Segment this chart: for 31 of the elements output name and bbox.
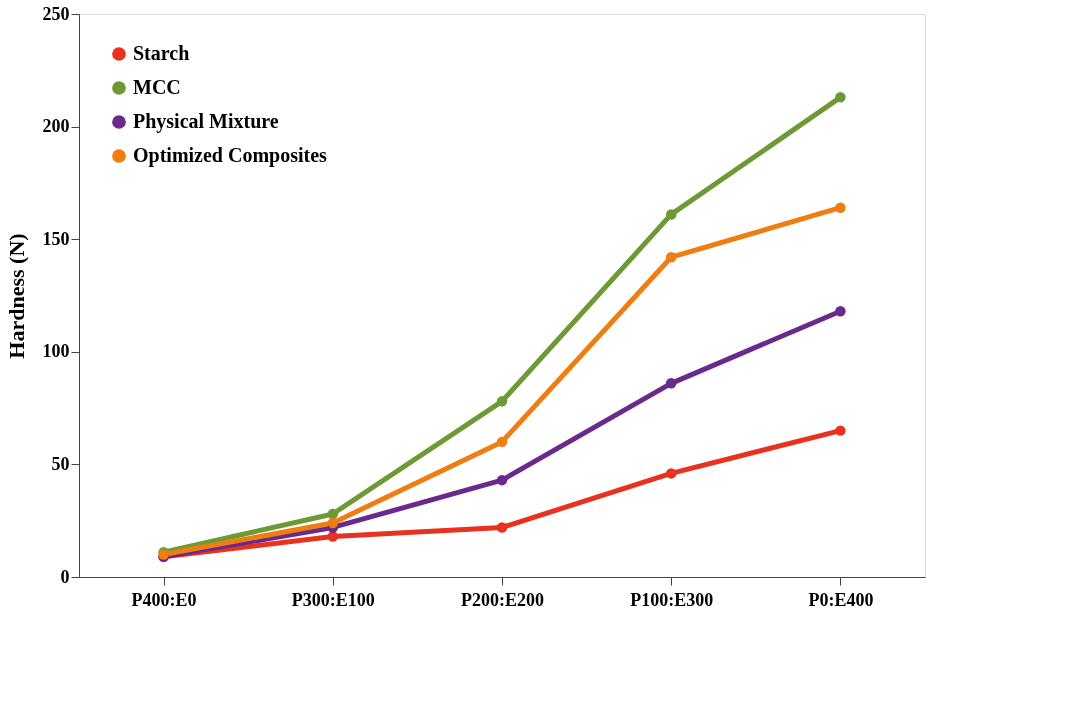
point	[665, 378, 677, 389]
y-tick-label: 200	[42, 116, 70, 137]
legend-label: Starch	[133, 42, 190, 64]
x-tick-label: P300:E100	[291, 589, 375, 610]
legend-label: Optimized Composites	[133, 144, 328, 167]
y-tick-label: 0	[60, 566, 70, 587]
point	[665, 251, 677, 263]
y-tick-label: 100	[42, 341, 70, 362]
point	[496, 396, 508, 407]
point	[665, 468, 677, 479]
point	[835, 425, 846, 436]
point	[665, 209, 677, 220]
point	[327, 508, 339, 520]
point	[496, 436, 508, 448]
point	[496, 474, 508, 486]
y-tick-label: 250	[42, 3, 70, 24]
point	[835, 92, 846, 103]
point	[835, 306, 846, 317]
x-tick-label: P100:E300	[630, 589, 714, 610]
y-axis-title: Hardness (N)	[3, 233, 29, 359]
x-tick-label: P400:E0	[131, 589, 197, 610]
x-tick-label: P0:E400	[808, 589, 874, 610]
y-tick-label: 150	[42, 228, 70, 249]
point	[835, 202, 846, 213]
point	[496, 522, 508, 533]
point	[327, 517, 339, 529]
x-tick-label: P200:E200	[461, 589, 544, 610]
legend-label: MCC	[133, 76, 181, 98]
point	[327, 531, 339, 542]
legend-label: Physical Mixture	[133, 110, 279, 133]
y-tick-label: 50	[51, 453, 70, 474]
